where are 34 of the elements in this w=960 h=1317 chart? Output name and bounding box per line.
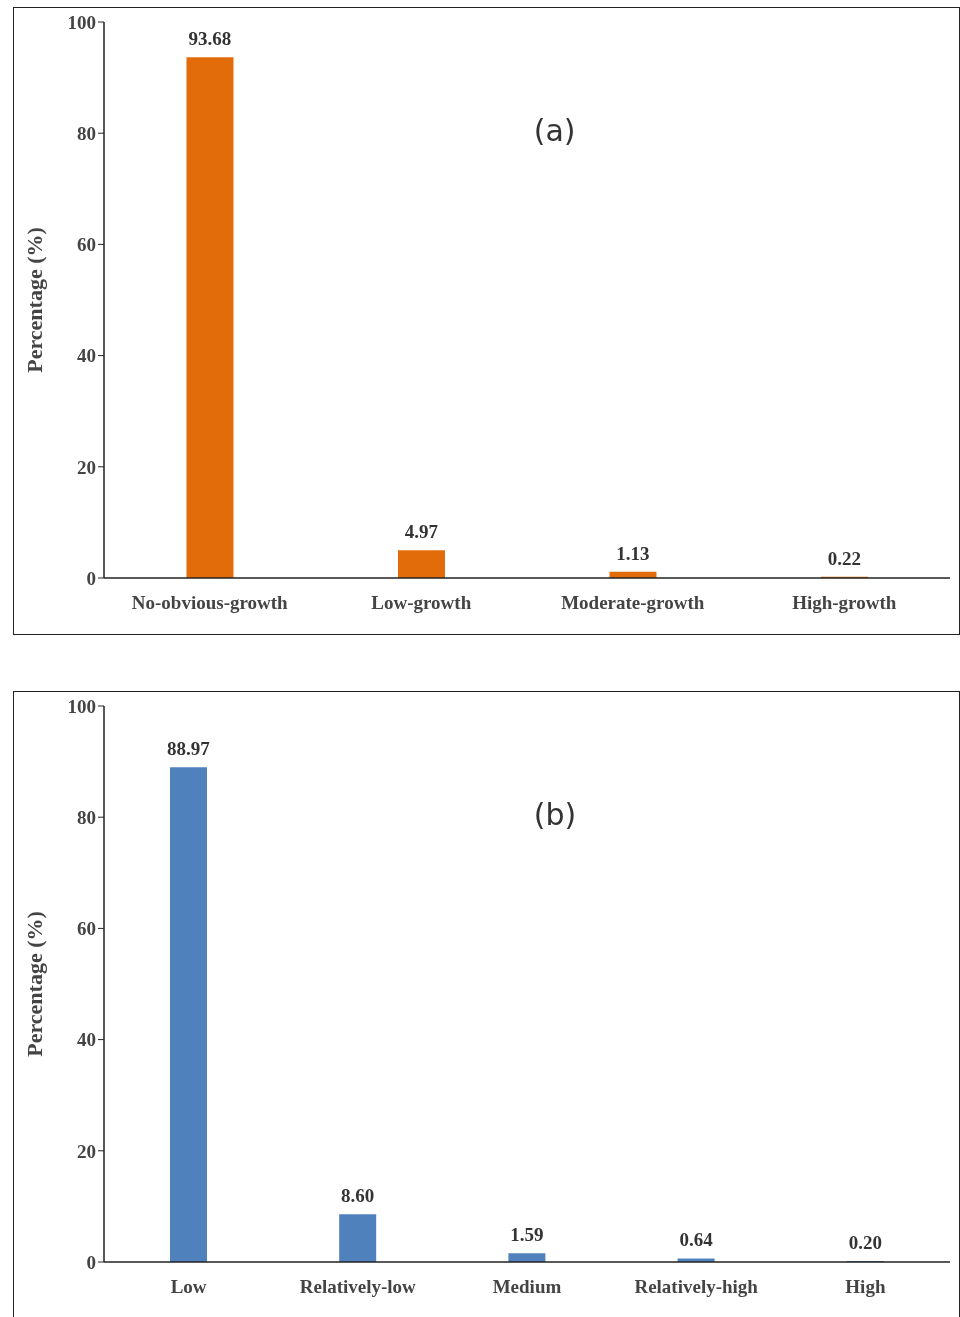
y-tick-label: 40 <box>77 1029 96 1051</box>
data-label: 1.13 <box>616 542 650 564</box>
y-tick-label: 100 <box>67 11 96 33</box>
y-tick-label: 60 <box>77 918 96 940</box>
y-axis-title: Percentage (%) <box>21 911 47 1057</box>
y-tick-label: 80 <box>77 122 96 144</box>
y-axis-title: Percentage (%) <box>21 227 47 373</box>
data-label: 0.64 <box>679 1229 714 1251</box>
x-tick-label: Relatively-low <box>299 1276 417 1298</box>
x-tick-label: Relatively-high <box>634 1276 759 1298</box>
annotation: (a) <box>533 113 576 148</box>
x-tick-label: High <box>845 1276 886 1298</box>
y-tick-label: 40 <box>77 345 96 367</box>
x-tick-label: Moderate-growth <box>561 592 705 614</box>
data-label: 8.60 <box>341 1185 375 1207</box>
x-tick-label: Low <box>170 1276 207 1298</box>
y-tick-label: 60 <box>77 234 96 256</box>
y-tick-label: 100 <box>67 695 96 717</box>
y-tick-label: 80 <box>77 806 96 828</box>
x-tick-label: Low-growth <box>371 592 472 614</box>
data-label: 4.97 <box>404 521 439 543</box>
x-tick-label: Medium <box>492 1276 562 1298</box>
x-tick-label: No-obvious-growth <box>131 592 289 614</box>
y-tick-label: 0 <box>86 567 96 589</box>
y-tick-label: 20 <box>77 456 96 478</box>
data-label: 0.20 <box>848 1231 882 1253</box>
data-label: 0.22 <box>827 547 862 569</box>
x-tick-label: High-growth <box>792 592 897 614</box>
y-tick-label: 20 <box>77 1140 96 1162</box>
data-label: 1.59 <box>510 1224 544 1246</box>
y-tick-label: 0 <box>86 1251 96 1273</box>
annotation: (b) <box>533 797 577 832</box>
data-label: 93.68 <box>188 28 232 50</box>
data-label: 88.97 <box>167 738 211 760</box>
